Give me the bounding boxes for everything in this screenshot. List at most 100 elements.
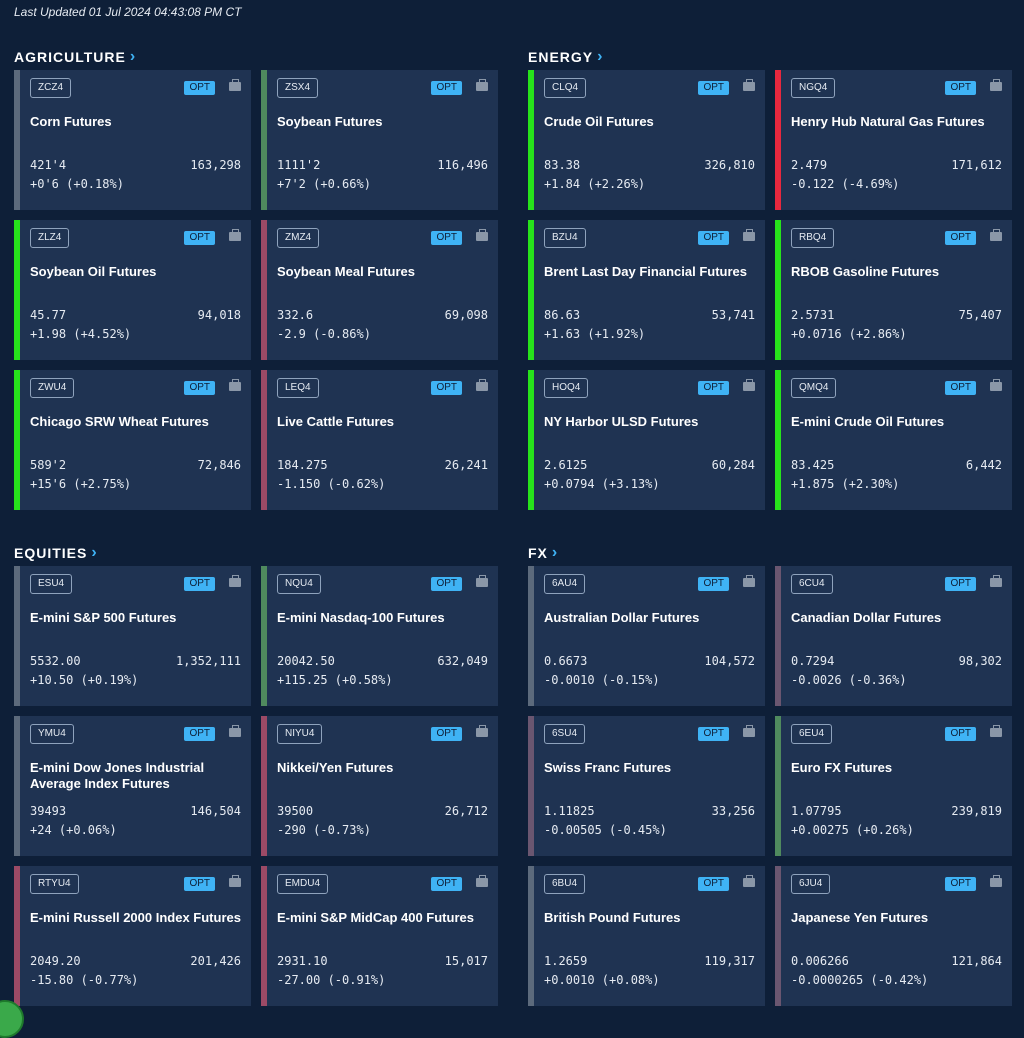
futures-card[interactable]: 6EU4 OPT Euro FX Futures 1.07795 239,819 +0.0… <box>775 716 1012 856</box>
futures-card[interactable]: RBQ4 OPT RBOB Gasoline Futures 2.5731 75,407… <box>775 220 1012 360</box>
briefcase-icon[interactable] <box>743 875 755 887</box>
contract-code-badge[interactable]: ZWU4 <box>30 378 75 398</box>
chevron-right-icon[interactable]: › <box>129 48 137 65</box>
contract-name[interactable]: Live Cattle Futures <box>277 414 395 429</box>
options-button[interactable]: OPT <box>431 231 462 245</box>
contract-name[interactable]: Japanese Yen Futures <box>791 910 929 925</box>
contract-name[interactable]: E-mini S&P 500 Futures <box>30 610 177 625</box>
options-button[interactable]: OPT <box>431 577 462 591</box>
futures-card[interactable]: RTYU4 OPT E-mini Russell 2000 Index Future… <box>14 866 251 1006</box>
futures-card[interactable]: 6JU4 OPT Japanese Yen Futures 0.006266 121,8… <box>775 866 1012 1006</box>
futures-card[interactable]: HOQ4 OPT NY Harbor ULSD Futures 2.6125 60,28… <box>528 370 765 510</box>
futures-card[interactable]: ZMZ4 OPT Soybean Meal Futures 332.6 69,098 -2… <box>261 220 498 360</box>
section-title-link[interactable]: EQUITIES › <box>14 542 510 564</box>
briefcase-icon[interactable] <box>229 875 241 887</box>
options-button[interactable]: OPT <box>698 727 729 741</box>
contract-code-badge[interactable]: EMDU4 <box>277 874 329 894</box>
contract-code-badge[interactable]: 6SU4 <box>544 724 586 744</box>
briefcase-icon[interactable] <box>743 229 755 241</box>
chevron-right-icon[interactable]: › <box>91 544 98 561</box>
briefcase-icon[interactable] <box>743 379 755 391</box>
contract-code-badge[interactable]: NQU4 <box>277 574 321 594</box>
contract-code-badge[interactable]: RTYU4 <box>30 874 79 894</box>
futures-card[interactable]: NGQ4 OPT Henry Hub Natural Gas Futures 2.47… <box>775 70 1012 210</box>
contract-code-badge[interactable]: 6AU4 <box>544 574 586 594</box>
briefcase-icon[interactable] <box>229 575 241 587</box>
contract-code-badge[interactable]: ZMZ4 <box>277 228 320 248</box>
contract-code-badge[interactable]: ZSX4 <box>277 78 319 98</box>
futures-card[interactable]: CLQ4 OPT Crude Oil Futures 83.38 326,810 +1.8… <box>528 70 765 210</box>
options-button[interactable]: OPT <box>698 577 729 591</box>
futures-card[interactable]: ESU4 OPT E-mini S&P 500 Futures 5532.00 1,35… <box>14 566 251 706</box>
options-button[interactable]: OPT <box>431 727 462 741</box>
briefcase-icon[interactable] <box>743 725 755 737</box>
briefcase-icon[interactable] <box>476 725 488 737</box>
contract-name[interactable]: Soybean Oil Futures <box>30 264 157 279</box>
contract-name[interactable]: Euro FX Futures <box>791 760 893 775</box>
futures-card[interactable]: 6AU4 OPT Australian Dollar Futures 0.6673 10… <box>528 566 765 706</box>
briefcase-icon[interactable] <box>990 379 1002 391</box>
contract-name[interactable]: British Pound Futures <box>544 910 681 925</box>
futures-card[interactable]: QMQ4 OPT E-mini Crude Oil Futures 83.425 6,4… <box>775 370 1012 510</box>
contract-code-badge[interactable]: 6BU4 <box>544 874 586 894</box>
contract-name[interactable]: Soybean Futures <box>277 114 383 129</box>
contract-name[interactable]: Australian Dollar Futures <box>544 610 700 625</box>
options-button[interactable]: OPT <box>945 81 976 95</box>
options-button[interactable]: OPT <box>945 231 976 245</box>
contract-code-badge[interactable]: QMQ4 <box>791 378 837 398</box>
contract-name[interactable]: RBOB Gasoline Futures <box>791 264 940 279</box>
contract-code-badge[interactable]: LEQ4 <box>277 378 319 398</box>
briefcase-icon[interactable] <box>476 875 488 887</box>
contract-name[interactable]: Henry Hub Natural Gas Futures <box>791 114 985 129</box>
futures-card[interactable]: ZLZ4 OPT Soybean Oil Futures 45.77 94,018 +1.… <box>14 220 251 360</box>
options-button[interactable]: OPT <box>431 877 462 891</box>
options-button[interactable]: OPT <box>184 81 215 95</box>
briefcase-icon[interactable] <box>990 575 1002 587</box>
contract-name[interactable]: E-mini Russell 2000 Index Futures <box>30 910 241 925</box>
contract-code-badge[interactable]: 6EU4 <box>791 724 833 744</box>
futures-card[interactable]: 6BU4 OPT British Pound Futures 1.2659 119,31… <box>528 866 765 1006</box>
options-button[interactable]: OPT <box>431 81 462 95</box>
contract-code-badge[interactable]: ESU4 <box>30 574 73 594</box>
contract-name[interactable]: Crude Oil Futures <box>544 114 654 129</box>
options-button[interactable]: OPT <box>184 727 215 741</box>
futures-card[interactable]: 6SU4 OPT Swiss Franc Futures 1.11825 33,256 -… <box>528 716 765 856</box>
options-button[interactable]: OPT <box>945 877 976 891</box>
section-title-link[interactable]: AGRICULTURE › <box>14 46 510 68</box>
contract-name[interactable]: E-mini Dow Jones Industrial Average Inde… <box>30 760 205 791</box>
futures-card[interactable]: YMU4 OPT E-mini Dow Jones Industrial Avera… <box>14 716 251 856</box>
briefcase-icon[interactable] <box>476 79 488 91</box>
futures-card[interactable]: NIYU4 OPT Nikkei/Yen Futures 39500 26,712 -29… <box>261 716 498 856</box>
options-button[interactable]: OPT <box>184 381 215 395</box>
contract-code-badge[interactable]: 6JU4 <box>791 874 831 894</box>
futures-card[interactable]: 6CU4 OPT Canadian Dollar Futures 0.7294 98,3… <box>775 566 1012 706</box>
contract-code-badge[interactable]: YMU4 <box>30 724 74 744</box>
chevron-right-icon[interactable]: › <box>551 544 559 561</box>
briefcase-icon[interactable] <box>476 575 488 587</box>
contract-code-badge[interactable]: NGQ4 <box>791 78 836 98</box>
contract-name[interactable]: Swiss Franc Futures <box>544 760 672 775</box>
options-button[interactable]: OPT <box>698 877 729 891</box>
futures-card[interactable]: ZCZ4 OPT Corn Futures 421'4 163,298 +0'6 (+0.… <box>14 70 251 210</box>
contract-code-badge[interactable]: BZU4 <box>544 228 586 248</box>
contract-name[interactable]: Chicago SRW Wheat Futures <box>30 414 209 429</box>
section-title-link[interactable]: ENERGY › <box>528 46 1024 68</box>
options-button[interactable]: OPT <box>698 81 729 95</box>
briefcase-icon[interactable] <box>229 379 241 391</box>
briefcase-icon[interactable] <box>476 379 488 391</box>
futures-card[interactable]: ZWU4 OPT Chicago SRW Wheat Futures 589'2 72,… <box>14 370 251 510</box>
chevron-right-icon[interactable]: › <box>597 48 604 65</box>
contract-code-badge[interactable]: 6CU4 <box>791 574 833 594</box>
contract-name[interactable]: Canadian Dollar Futures <box>791 610 942 625</box>
briefcase-icon[interactable] <box>990 79 1002 91</box>
contract-code-badge[interactable]: RBQ4 <box>791 228 835 248</box>
contract-code-badge[interactable]: HOQ4 <box>544 378 589 398</box>
section-title-link[interactable]: FX › <box>528 542 1024 564</box>
futures-card[interactable]: NQU4 OPT E-mini Nasdaq-100 Futures 20042.50… <box>261 566 498 706</box>
futures-card[interactable]: EMDU4 OPT E-mini S&P MidCap 400 Futures 293… <box>261 866 498 1006</box>
futures-card[interactable]: BZU4 OPT Brent Last Day Financial Futures 8… <box>528 220 765 360</box>
briefcase-icon[interactable] <box>990 229 1002 241</box>
contract-code-badge[interactable]: ZLZ4 <box>30 228 70 248</box>
contract-name[interactable]: Nikkei/Yen Futures <box>277 760 394 775</box>
briefcase-icon[interactable] <box>990 875 1002 887</box>
